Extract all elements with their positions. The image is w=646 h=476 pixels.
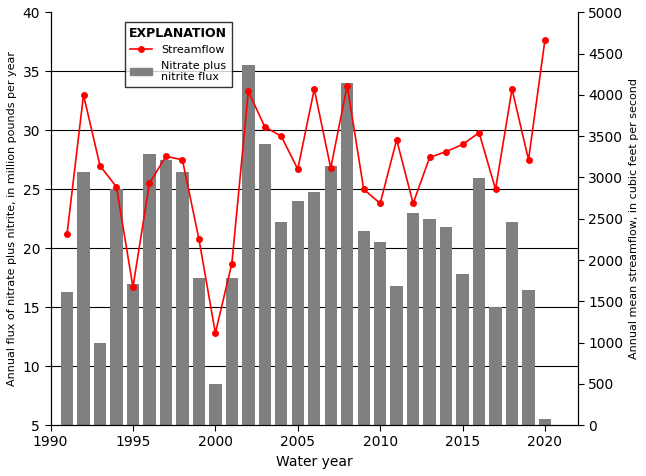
Bar xyxy=(324,166,337,476)
Y-axis label: Annual flux of nitrate plus nitrite, in million pounds per year: Annual flux of nitrate plus nitrite, in … xyxy=(7,51,17,386)
Bar xyxy=(78,172,90,476)
Bar xyxy=(423,219,436,476)
Bar xyxy=(94,343,106,476)
Bar xyxy=(176,172,189,476)
Bar xyxy=(390,286,403,476)
Bar xyxy=(110,189,123,476)
Bar xyxy=(61,292,73,476)
Bar xyxy=(374,242,386,476)
Bar xyxy=(291,201,304,476)
Bar xyxy=(407,213,419,476)
Bar xyxy=(440,227,452,476)
X-axis label: Water year: Water year xyxy=(276,455,353,469)
Bar xyxy=(308,192,320,476)
Bar xyxy=(341,83,353,476)
Bar xyxy=(457,274,469,476)
Bar xyxy=(258,145,271,476)
Legend: Streamflow, Nitrate plus
nitrite flux: Streamflow, Nitrate plus nitrite flux xyxy=(125,22,231,87)
Bar xyxy=(242,66,255,476)
Bar xyxy=(539,419,551,476)
Bar xyxy=(143,154,156,476)
Bar xyxy=(209,384,222,476)
Bar xyxy=(473,178,485,476)
Bar xyxy=(225,278,238,476)
Bar xyxy=(275,222,287,476)
Bar xyxy=(193,278,205,476)
Bar xyxy=(490,307,502,476)
Bar xyxy=(357,230,370,476)
Bar xyxy=(127,284,139,476)
Bar xyxy=(523,289,535,476)
Y-axis label: Annual mean streamflow, in cubic feet per second: Annual mean streamflow, in cubic feet pe… xyxy=(629,78,639,359)
Bar xyxy=(160,160,172,476)
Bar xyxy=(506,222,518,476)
